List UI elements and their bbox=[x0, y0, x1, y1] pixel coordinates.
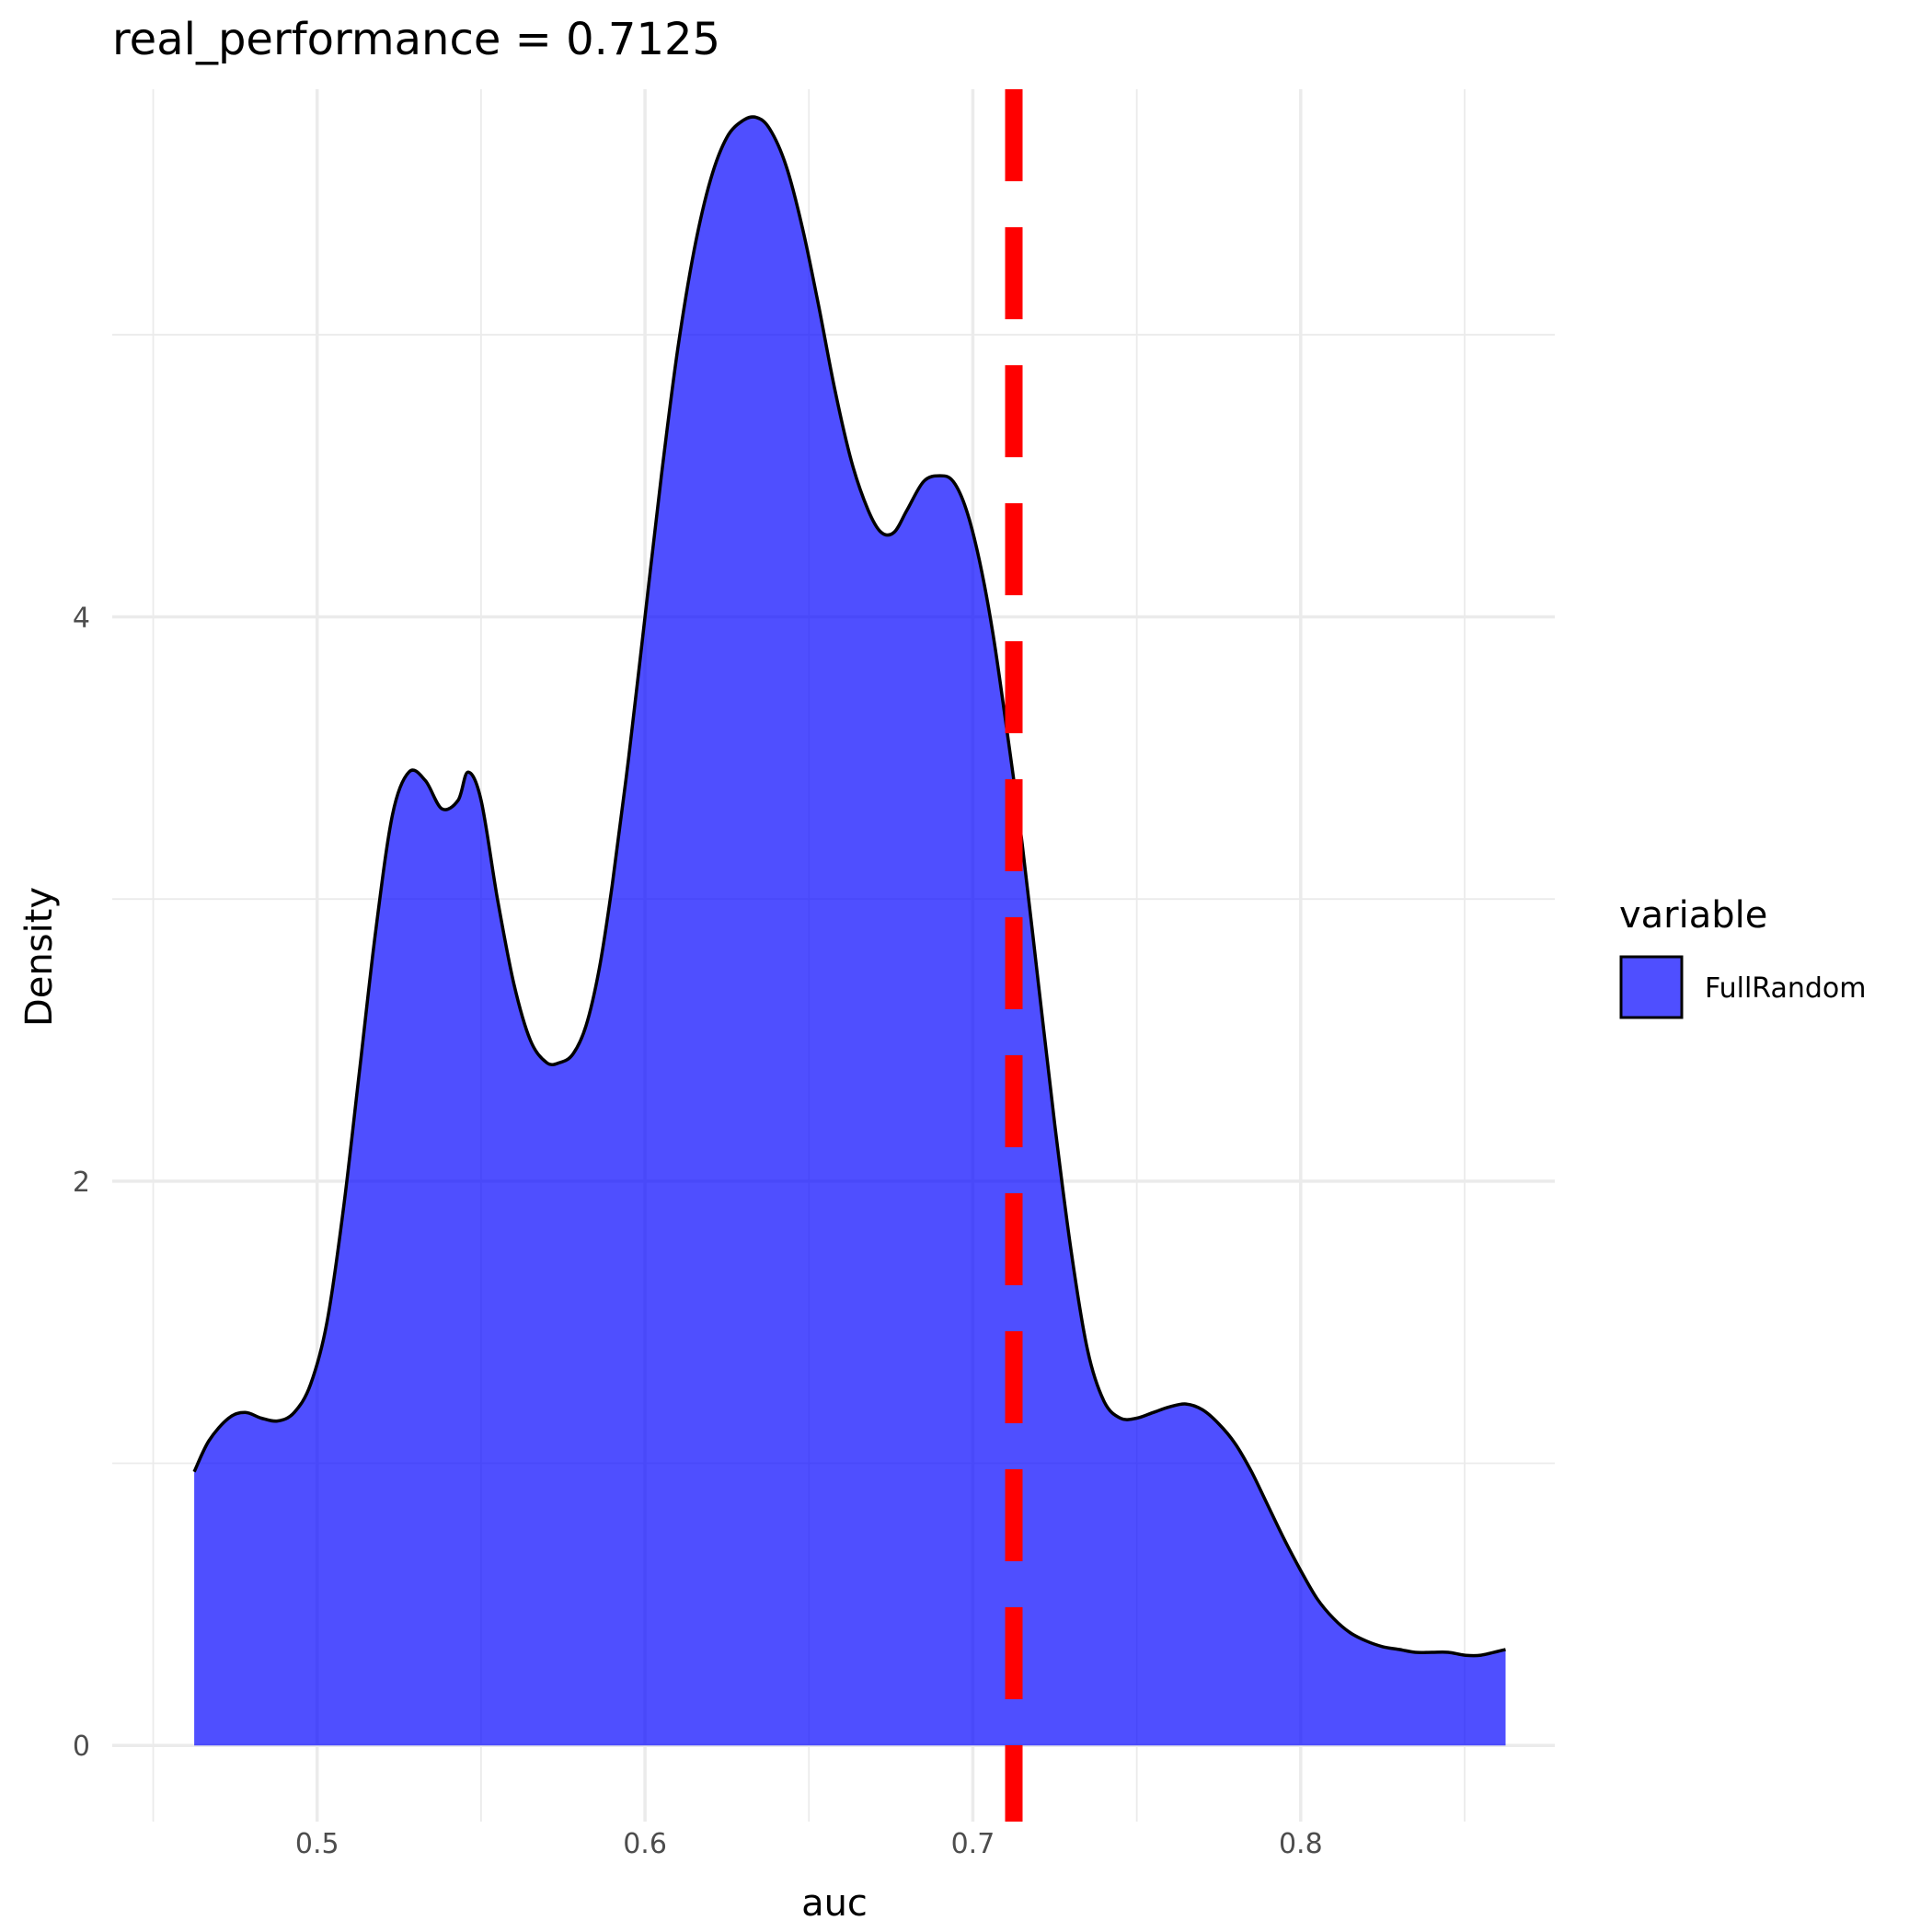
chart-title: real_performance = 0.7125 bbox=[112, 14, 720, 65]
legend-label-fullrandom: FullRandom bbox=[1705, 972, 1867, 1005]
x-tick-label: 0.6 bbox=[623, 1828, 667, 1860]
x-tick-label: 0.8 bbox=[1279, 1828, 1323, 1860]
x-axis-title: auc bbox=[801, 1882, 868, 1925]
y-tick-label: 2 bbox=[73, 1167, 90, 1199]
density-area-fullrandom bbox=[194, 116, 1506, 1746]
x-tick-label: 0.7 bbox=[951, 1828, 995, 1860]
density-curve-fullrandom bbox=[192, 115, 1506, 1658]
y-axis-ticks: 0 2 4 bbox=[73, 602, 90, 1763]
legend: variable FullRandom bbox=[1619, 894, 1867, 1019]
y-tick-label: 4 bbox=[73, 602, 90, 634]
y-tick-label: 0 bbox=[73, 1731, 90, 1763]
x-axis-ticks: 0.5 0.6 0.7 0.8 bbox=[295, 1828, 1323, 1860]
x-tick-label: 0.5 bbox=[295, 1828, 339, 1860]
legend-key-fullrandom bbox=[1619, 955, 1684, 1019]
y-axis-title: Density bbox=[18, 887, 61, 1027]
legend-title: variable bbox=[1619, 894, 1767, 937]
density-area-layer bbox=[192, 115, 1506, 1746]
